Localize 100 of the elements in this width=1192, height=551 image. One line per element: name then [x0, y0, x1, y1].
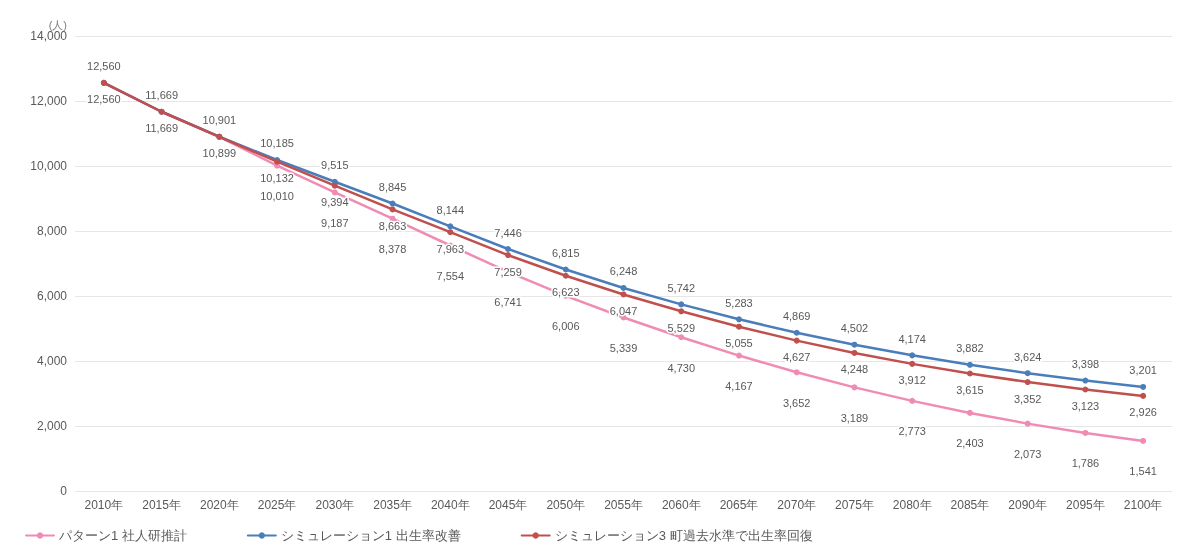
data-label: 4,869 — [782, 310, 811, 323]
data-label: 2,403 — [956, 437, 984, 450]
point — [447, 223, 454, 230]
data-label: 1,541 — [1129, 465, 1157, 478]
data-label: 5,529 — [667, 321, 695, 334]
point — [1024, 379, 1031, 386]
data-label: 3,189 — [840, 411, 869, 424]
point — [909, 397, 916, 404]
data-label: 10,899 — [202, 147, 237, 160]
data-label: 9,394 — [321, 196, 349, 209]
y-tick-label: 6,000 — [36, 289, 68, 303]
y-tick-label: 10,000 — [30, 159, 68, 173]
x-tick-label: 2045年 — [488, 498, 528, 512]
x-tick-label: 2070年 — [777, 498, 817, 512]
data-label: 9,515 — [321, 159, 349, 172]
legend-label: シミュレーション3 町過去水準で出生率回復 — [554, 528, 813, 543]
point — [793, 369, 800, 376]
point — [505, 246, 512, 252]
x-tick-label: 2065年 — [719, 498, 759, 512]
x-tick-label: 2015年 — [142, 498, 181, 512]
point — [909, 360, 916, 367]
data-label: 3,652 — [782, 396, 811, 409]
data-label: 5,742 — [667, 281, 695, 294]
data-label: 5,283 — [725, 296, 753, 309]
data-label: 3,398 — [1071, 358, 1100, 371]
x-tick-label: 2075年 — [835, 498, 874, 512]
data-label: 4,174 — [898, 332, 926, 345]
point — [331, 189, 338, 196]
data-label: 6,248 — [609, 265, 638, 278]
point — [793, 337, 800, 344]
data-label: 3,123 — [1071, 400, 1100, 412]
data-label: 4,248 — [840, 363, 869, 376]
data-label: 4,627 — [782, 351, 811, 364]
point — [1082, 386, 1089, 393]
data-label: 3,624 — [1013, 350, 1042, 363]
data-label: 2,926 — [1129, 406, 1157, 419]
point — [447, 229, 454, 236]
point — [505, 252, 512, 259]
point — [966, 370, 973, 377]
point — [966, 361, 973, 368]
y-tick-label: 0 — [60, 484, 68, 498]
data-label: 7,446 — [494, 226, 522, 239]
point — [735, 323, 742, 330]
data-label: 6,006 — [552, 320, 580, 333]
x-tick-label: 2100年 — [1123, 498, 1163, 512]
point — [851, 384, 858, 391]
y-tick-label: 2,000 — [36, 419, 68, 433]
point — [735, 316, 742, 323]
data-label: 11,669 — [145, 122, 179, 135]
data-label: 5,339 — [609, 341, 638, 354]
point — [678, 334, 685, 341]
x-tick-label: 2060年 — [661, 498, 701, 512]
point — [1024, 420, 1031, 427]
point — [389, 200, 396, 207]
point — [389, 206, 396, 213]
y-tick-label: 8,000 — [36, 224, 68, 238]
point — [1140, 383, 1147, 390]
data-label: 8,144 — [436, 203, 465, 216]
data-label: 4,730 — [667, 361, 695, 374]
x-tick-label: 2030年 — [315, 498, 355, 512]
point — [678, 301, 685, 308]
data-label: 3,912 — [898, 374, 926, 387]
data-label: 6,047 — [609, 304, 638, 317]
point — [966, 409, 973, 416]
data-label: 10,185 — [260, 137, 294, 150]
y-tick-label: 12,000 — [30, 94, 68, 108]
x-tick-label: 2080年 — [892, 498, 932, 512]
data-label: 9,187 — [321, 216, 349, 229]
point — [1140, 392, 1147, 399]
point — [331, 182, 338, 189]
data-label: 8,378 — [378, 243, 407, 256]
data-label: 10,132 — [260, 172, 294, 185]
data-label: 6,815 — [552, 247, 580, 260]
y-tick-label: 4,000 — [36, 354, 68, 368]
data-label: 8,663 — [378, 219, 407, 232]
point — [1082, 377, 1089, 384]
data-label: 3,352 — [1013, 392, 1042, 405]
x-tick-label: 2025年 — [257, 498, 297, 512]
point — [735, 352, 742, 359]
data-label: 10,010 — [260, 190, 294, 203]
x-tick-label: 2055年 — [604, 498, 643, 512]
data-label: 11,669 — [145, 89, 179, 102]
data-label: 5,055 — [725, 337, 753, 350]
x-tick-label: 2040年 — [430, 498, 470, 512]
y-axis-title: (人) — [48, 18, 67, 31]
point — [793, 329, 800, 336]
point — [1082, 429, 1089, 436]
x-tick-label: 2085年 — [950, 498, 990, 512]
point — [678, 308, 685, 315]
point — [620, 284, 627, 291]
x-tick-label: 2010年 — [84, 498, 124, 512]
data-label: 1,786 — [1071, 457, 1100, 470]
point — [620, 291, 627, 298]
data-label: 10,901 — [202, 114, 237, 127]
data-label: 3,882 — [956, 342, 984, 355]
data-label: 7,554 — [436, 269, 465, 282]
point — [1140, 437, 1147, 444]
x-tick-label: 2035年 — [373, 498, 412, 512]
data-label: 8,845 — [378, 181, 407, 194]
point — [851, 349, 858, 356]
